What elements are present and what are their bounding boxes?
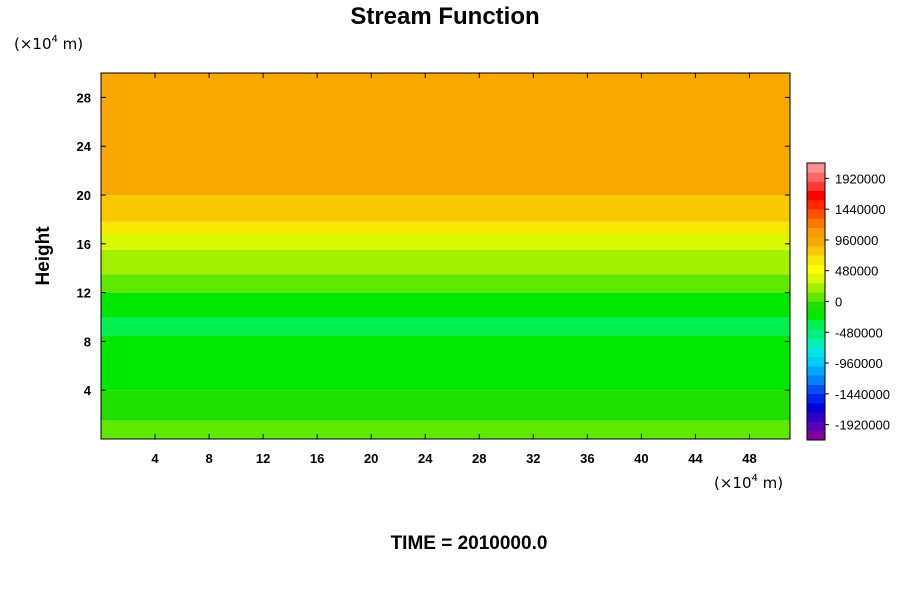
colorbar-segment bbox=[807, 301, 825, 312]
colorbar-segment bbox=[807, 227, 825, 238]
colorbar: 1920000 1440000 960000 480000 0 -480000 -96000… bbox=[806, 162, 890, 441]
field-band bbox=[101, 73, 790, 195]
x-tick-label: 24 bbox=[418, 451, 433, 466]
y-tick-label: 16 bbox=[77, 237, 91, 252]
colorbar-segment bbox=[807, 338, 825, 348]
x-tick-label: 4 bbox=[151, 451, 159, 466]
stream-function-field bbox=[101, 73, 790, 439]
colorbar-label: 1440000 bbox=[835, 202, 886, 217]
y-tick-label: 12 bbox=[77, 286, 91, 301]
colorbar-segment bbox=[807, 412, 825, 422]
x-tick-label: 32 bbox=[526, 451, 540, 466]
colorbar-segment bbox=[807, 209, 825, 219]
colorbar-segment bbox=[807, 181, 825, 191]
x-tick-label: 28 bbox=[472, 451, 486, 466]
x-tick-label: 40 bbox=[634, 451, 648, 466]
y-tick-label: 4 bbox=[84, 383, 92, 398]
y-tick-label: 28 bbox=[77, 90, 91, 105]
colorbar-segment bbox=[807, 273, 825, 284]
colorbar-segment bbox=[807, 246, 825, 256]
field-band bbox=[101, 221, 790, 235]
colorbar-segment bbox=[807, 264, 825, 275]
x-tick-label: 8 bbox=[205, 451, 212, 466]
field-band bbox=[101, 234, 790, 250]
y-unit-label: (×104 m) bbox=[14, 34, 83, 53]
field-band bbox=[101, 195, 790, 222]
colorbar-segment bbox=[807, 430, 825, 441]
colorbar-label: -1440000 bbox=[835, 387, 890, 402]
y-axis-label: Height bbox=[33, 226, 54, 286]
colorbar-segment bbox=[807, 421, 825, 432]
field-band bbox=[101, 317, 790, 336]
y-tick-label: 24 bbox=[77, 139, 92, 154]
chart-title: Stream Function bbox=[350, 3, 539, 30]
field-band bbox=[101, 292, 790, 317]
colorbar-segment bbox=[807, 403, 825, 413]
colorbar-label: 480000 bbox=[835, 264, 878, 279]
colorbar-segment bbox=[807, 366, 825, 376]
colorbar-label: -960000 bbox=[835, 356, 883, 371]
field-band bbox=[101, 390, 790, 421]
colorbar-segment bbox=[807, 393, 825, 404]
y-tick-label: 20 bbox=[77, 188, 91, 203]
x-tick-label: 44 bbox=[688, 451, 703, 466]
colorbar-segment bbox=[807, 375, 825, 385]
x-tick-label: 36 bbox=[580, 451, 594, 466]
x-tick-label: 12 bbox=[256, 451, 270, 466]
colorbar-label: -1920000 bbox=[835, 418, 890, 433]
colorbar-segment bbox=[807, 190, 825, 201]
x-unit-label: (×104 m) bbox=[714, 473, 783, 492]
colorbar-label: 960000 bbox=[835, 233, 878, 248]
colorbar-label: 0 bbox=[835, 295, 842, 310]
y-tick-label: 8 bbox=[84, 334, 91, 349]
colorbar-segment bbox=[807, 236, 825, 247]
colorbar-segment bbox=[807, 218, 825, 228]
colorbar-segment bbox=[807, 384, 825, 395]
colorbar-label: 1920000 bbox=[835, 171, 886, 186]
colorbar-label: -480000 bbox=[835, 325, 883, 340]
colorbar-segment bbox=[807, 347, 825, 358]
time-label: TIME = 2010000.0 bbox=[391, 533, 548, 554]
colorbar-segment bbox=[807, 329, 825, 339]
colorbar-segment bbox=[807, 199, 825, 210]
field-band bbox=[101, 335, 790, 391]
x-tick-label: 20 bbox=[364, 451, 378, 466]
field-band bbox=[101, 274, 790, 293]
colorbar-segment bbox=[807, 172, 825, 182]
plot-frame bbox=[100, 72, 791, 440]
field-band bbox=[101, 420, 790, 439]
colorbar-segment bbox=[807, 255, 825, 265]
field-band bbox=[101, 249, 790, 275]
colorbar-segment bbox=[807, 283, 825, 293]
colorbar-segment bbox=[807, 163, 825, 173]
x-tick-label: 48 bbox=[742, 451, 756, 466]
colorbar-segment bbox=[807, 356, 825, 367]
colorbar-segment bbox=[807, 292, 825, 302]
colorbar-segment bbox=[807, 310, 825, 321]
colorbar-segment bbox=[807, 319, 825, 330]
x-tick-label: 16 bbox=[310, 451, 324, 466]
